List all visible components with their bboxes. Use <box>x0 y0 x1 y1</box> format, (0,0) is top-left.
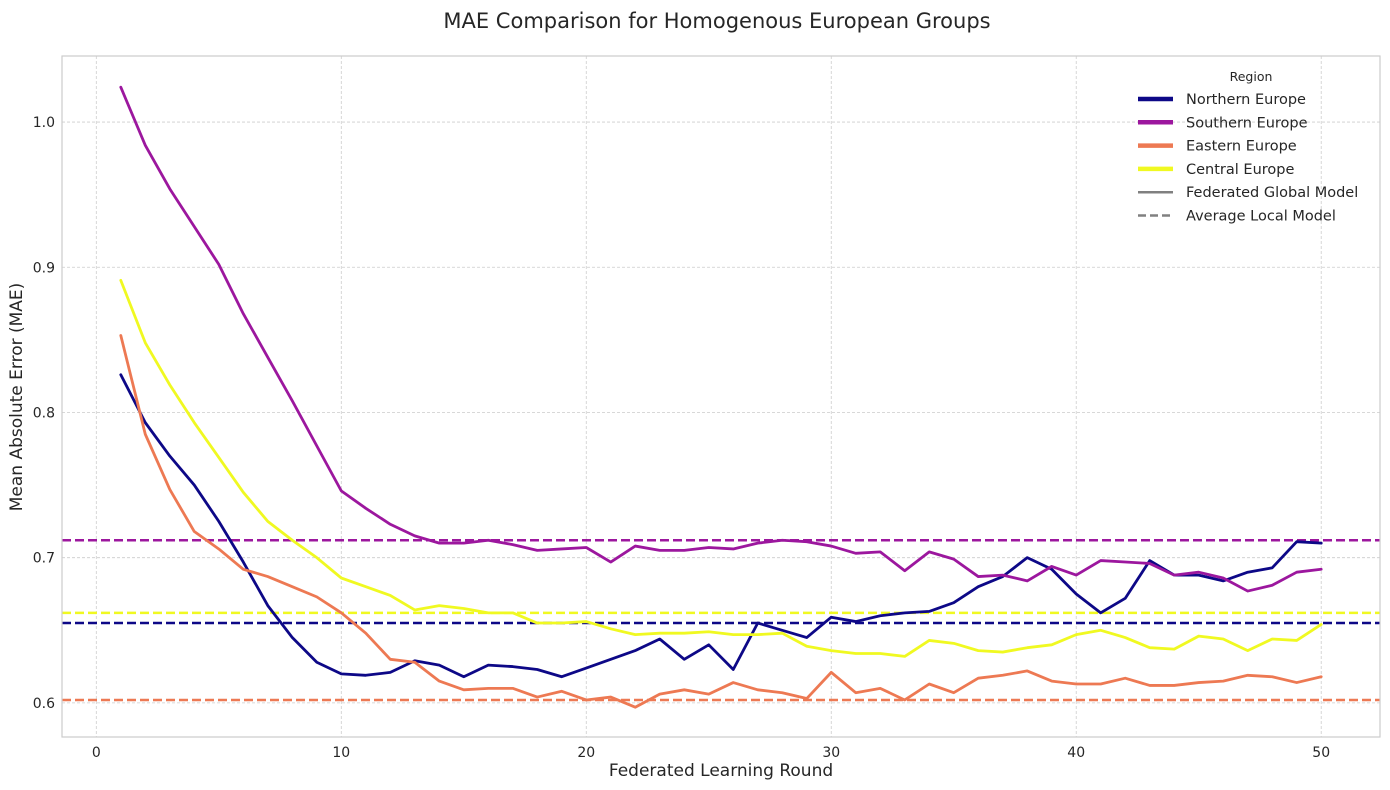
y-tick-label: 0.9 <box>33 260 55 276</box>
series-line-northern-europe <box>119 373 1323 679</box>
y-tick-label: 0.6 <box>33 696 55 712</box>
legend-label: Average Local Model <box>1186 209 1336 225</box>
legend-label: Eastern Europe <box>1186 139 1297 155</box>
legend: Region Northern Europe Southern Europe Eas… <box>1138 69 1358 225</box>
series-line-central-europe <box>119 278 1323 658</box>
tick-labels: 0 10 20 30 40 50 0.6 0.7 0.8 0.9 1.0 <box>33 115 1330 761</box>
y-tick-label: 0.8 <box>33 405 55 421</box>
series-line-eastern-europe <box>119 334 1323 709</box>
x-tick-label: 40 <box>1067 745 1085 761</box>
chart-title: MAE Comparison for Homogenous European G… <box>443 9 990 33</box>
series-line-southern-europe <box>119 85 1323 593</box>
grid-layer <box>62 56 1380 737</box>
y-axis-label: Mean Absolute Error (MAE) <box>7 283 27 512</box>
legend-label: Central Europe <box>1186 162 1294 178</box>
x-tick-label: 0 <box>92 745 101 761</box>
reference-lines <box>62 539 1380 702</box>
x-tick-label: 50 <box>1312 745 1330 761</box>
x-tick-label: 10 <box>332 745 350 761</box>
legend-label: Southern Europe <box>1186 115 1308 131</box>
series-lines <box>119 85 1323 709</box>
x-tick-label: 20 <box>577 745 595 761</box>
y-tick-label: 0.7 <box>33 551 55 567</box>
plot-area-frame <box>61 55 1381 738</box>
legend-label: Northern Europe <box>1186 92 1306 108</box>
legend-label: Federated Global Model <box>1186 185 1358 201</box>
x-axis-label: Federated Learning Round <box>609 761 833 781</box>
x-tick-label: 30 <box>822 745 840 761</box>
legend-title: Region <box>1230 69 1273 84</box>
y-tick-label: 1.0 <box>33 115 55 131</box>
